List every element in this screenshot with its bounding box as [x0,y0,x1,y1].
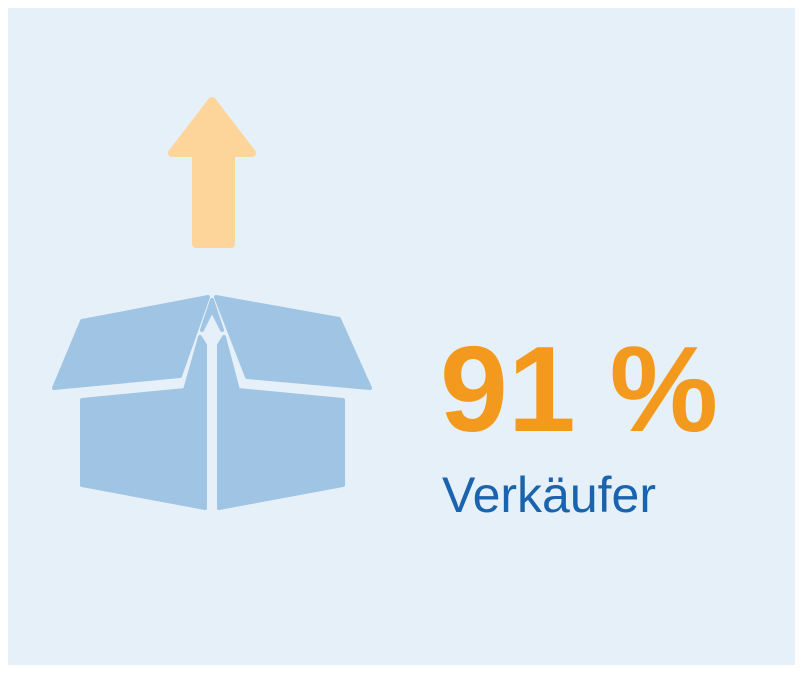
arrow [168,97,256,248]
left-side [80,335,207,510]
right-flap [214,295,372,390]
stat-value: 91 % [440,321,719,457]
box [52,295,372,510]
left-flap [52,295,210,390]
arrow-shape [168,97,256,248]
center-top [200,298,224,332]
stat-label: Verkäufer [442,467,657,523]
right-side [217,335,345,510]
